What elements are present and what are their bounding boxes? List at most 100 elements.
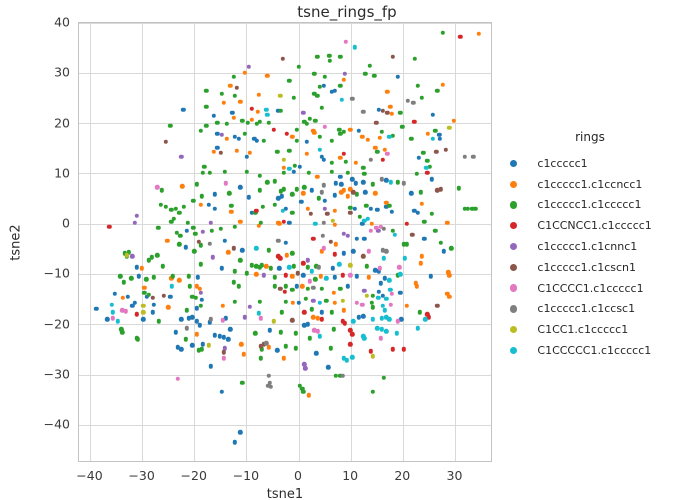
data-point: [186, 315, 192, 321]
data-point: [421, 219, 427, 224]
data-point: [120, 330, 125, 335]
data-point: [279, 309, 285, 315]
data-point: [144, 277, 149, 282]
data-point: [282, 289, 288, 294]
data-point: [239, 248, 245, 253]
data-point: [200, 342, 206, 347]
data-point: [232, 440, 238, 445]
gridline-x: [89, 23, 91, 461]
data-point: [257, 119, 263, 125]
data-point: [340, 373, 346, 379]
data-point: [212, 192, 218, 197]
data-point: [146, 258, 152, 263]
data-point: [293, 346, 299, 351]
data-point: [392, 232, 398, 237]
data-point: [204, 88, 209, 94]
data-point: [109, 302, 115, 307]
data-point: [318, 274, 324, 279]
data-point: [104, 316, 110, 322]
data-point: [146, 292, 152, 297]
data-point: [274, 348, 280, 353]
data-point: [395, 318, 401, 324]
data-point: [307, 116, 313, 122]
data-point: [311, 71, 317, 76]
data-point: [354, 274, 360, 279]
data-point: [388, 104, 393, 110]
data-point: [258, 356, 264, 361]
data-point: [211, 149, 217, 154]
data-point: [456, 186, 462, 191]
data-point: [251, 136, 257, 141]
data-point: [129, 254, 135, 259]
data-point: [430, 136, 436, 141]
data-point: [321, 220, 327, 225]
data-point: [231, 280, 237, 285]
data-point: [462, 154, 468, 159]
data-point: [190, 198, 196, 203]
data-point: [286, 148, 292, 153]
data-point: [312, 277, 318, 282]
data-point: [316, 265, 322, 270]
data-point: [319, 249, 325, 254]
data-point: [432, 228, 438, 233]
data-point: [126, 250, 132, 255]
data-point: [177, 233, 183, 238]
data-point: [281, 170, 287, 176]
data-point: [150, 309, 156, 315]
data-point: [338, 54, 343, 59]
data-point: [441, 249, 447, 254]
data-point: [304, 121, 310, 127]
data-point: [370, 389, 376, 395]
data-point: [375, 326, 380, 331]
legend-marker: [510, 305, 518, 313]
legend-item-label: c1ccccc1.c1ccsc1: [537, 302, 636, 316]
data-point: [362, 171, 367, 177]
data-point: [321, 157, 327, 162]
data-point: [473, 206, 478, 211]
data-point: [428, 274, 434, 279]
data-point: [310, 298, 316, 303]
data-point: [415, 83, 421, 89]
data-point: [329, 160, 335, 165]
data-point: [364, 264, 370, 269]
data-point: [232, 93, 238, 99]
data-point: [362, 218, 367, 223]
data-point: [225, 250, 231, 255]
y-tick-label: −20: [43, 316, 70, 332]
data-point: [344, 358, 350, 363]
data-point: [332, 275, 338, 280]
data-point: [443, 147, 449, 152]
data-point: [416, 155, 422, 160]
data-point: [333, 242, 339, 247]
data-point: [311, 91, 317, 97]
data-point: [184, 228, 190, 233]
data-point: [164, 238, 170, 243]
data-point: [316, 196, 322, 201]
data-point: [169, 284, 174, 289]
data-point: [291, 169, 297, 175]
gridline-y: [79, 223, 491, 225]
data-point: [435, 88, 440, 94]
data-point: [356, 314, 362, 320]
data-point: [290, 317, 295, 323]
data-point: [255, 109, 261, 115]
data-point: [208, 220, 214, 225]
data-point: [380, 157, 386, 162]
data-point: [363, 71, 368, 76]
data-point: [397, 110, 403, 116]
data-point: [181, 204, 186, 209]
data-point: [345, 194, 351, 199]
data-point: [362, 236, 367, 241]
data-point: [315, 93, 320, 99]
data-point: [196, 239, 202, 244]
data-point: [277, 266, 282, 271]
data-point: [134, 311, 140, 317]
data-point: [194, 305, 200, 311]
data-point: [352, 44, 358, 50]
data-point: [476, 31, 482, 37]
data-point: [207, 319, 213, 325]
data-point: [375, 149, 380, 154]
data-point: [180, 184, 185, 189]
data-point: [383, 296, 389, 301]
data-point: [107, 224, 112, 229]
